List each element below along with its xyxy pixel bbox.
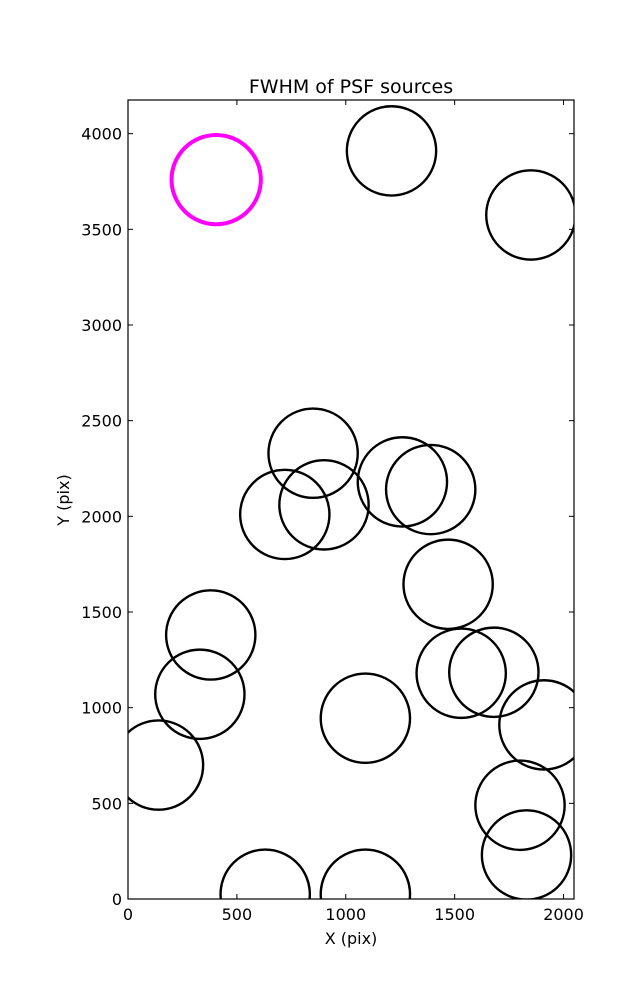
y-tick-label-6: 3000 xyxy=(81,316,122,335)
source-circle-0-11 xyxy=(154,648,246,741)
source-circle-0-14 xyxy=(128,719,205,811)
source-circle-0-17 xyxy=(219,848,312,899)
x-tick-label-4: 2000 xyxy=(543,905,584,924)
y-tick-label-0: 0 xyxy=(112,890,122,909)
source-circle-0-9 xyxy=(415,627,508,720)
source-circle-0-5 xyxy=(278,459,370,551)
source-circle-0-0 xyxy=(345,105,438,197)
y-tick-label-5: 2500 xyxy=(81,412,122,431)
source-circle-0-18 xyxy=(319,848,412,899)
markers-layer xyxy=(128,105,574,899)
source-circle-0-7 xyxy=(402,538,494,631)
source-circle-0-13 xyxy=(498,679,574,771)
source-circle-0-3 xyxy=(356,436,449,528)
y-tick-label-7: 3500 xyxy=(81,220,122,239)
x-tick-label-1: 500 xyxy=(222,905,253,924)
source-circle-0-4 xyxy=(384,443,477,536)
x-tick-label-3: 1500 xyxy=(434,905,475,924)
y-tick-label-3: 1500 xyxy=(81,603,122,622)
source-circle-0-2 xyxy=(267,407,359,500)
source-circle-0-8 xyxy=(164,589,257,681)
source-circle-1-0 xyxy=(169,132,263,227)
source-circle-0-12 xyxy=(319,672,412,765)
x-tick-label-0: 0 xyxy=(123,905,133,924)
y-axis: 0 500 1000 1500 2000 2500 3000 3500 4000 xyxy=(81,125,574,909)
source-circle-0-1 xyxy=(485,169,574,261)
x-axis-label: X (pix) xyxy=(325,929,378,948)
x-tick-label-2: 1000 xyxy=(325,905,366,924)
source-circle-0-10 xyxy=(448,626,540,719)
chart-title: FWHM of PSF sources xyxy=(249,76,453,98)
y-axis-label: Y (pix) xyxy=(54,474,73,526)
source-circle-0-6 xyxy=(238,468,331,561)
x-axis: 0 500 1000 1500 2000 xyxy=(123,100,584,924)
source-circle-0-15 xyxy=(474,759,566,852)
y-tick-label-8: 4000 xyxy=(81,125,122,144)
y-tick-label-1: 500 xyxy=(91,794,122,813)
source-circle-0-16 xyxy=(480,809,573,899)
plot-frame xyxy=(127,99,575,900)
y-tick-label-2: 1000 xyxy=(81,699,122,718)
y-tick-label-4: 2000 xyxy=(81,507,122,526)
